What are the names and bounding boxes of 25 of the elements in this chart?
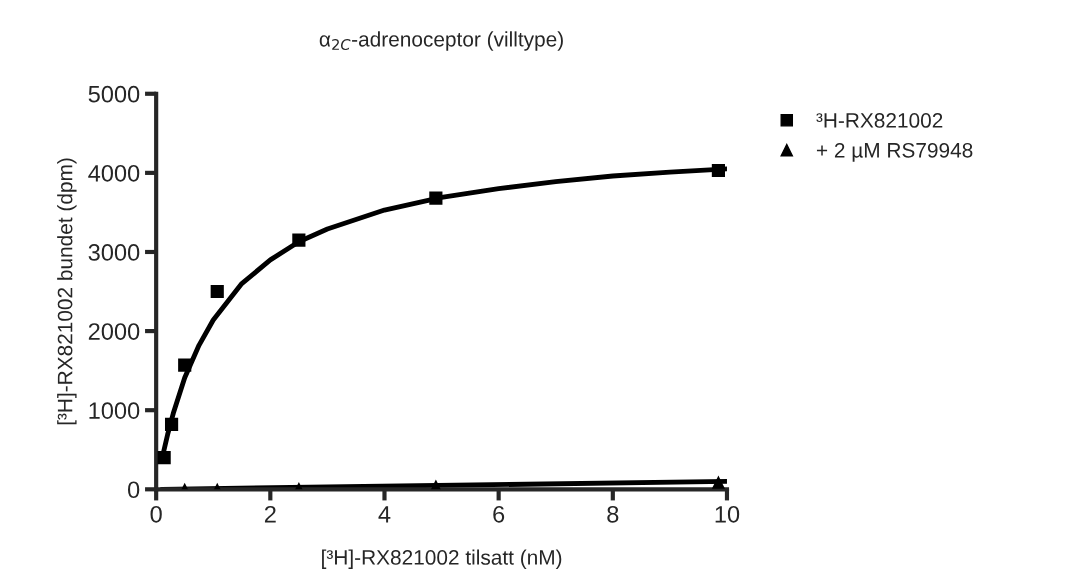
x-tick-label: 8 (607, 505, 619, 523)
y-axis-title: [³H]-RX821002 bundet (dpm) (57, 158, 77, 425)
chart-title: α$_{2C}$-adrenoceptor (villtype) (319, 31, 563, 51)
point (164, 417, 179, 432)
x-tick-label: 4 (378, 506, 391, 523)
y-tick-label: 1000 (89, 402, 140, 419)
x-tick-label: 10 (715, 505, 740, 523)
y-tick-label: 3000 (88, 244, 140, 261)
point (429, 191, 443, 205)
x-tick-label: 6 (493, 505, 505, 523)
point (157, 451, 171, 465)
y-tick-label: 0 (127, 481, 140, 499)
point (210, 284, 224, 299)
x-axis-title: [³H]-RX821002 tilsatt (nM) (322, 549, 562, 569)
x-tick-label: 0 (150, 505, 162, 523)
legend-label: + 2 µM RS79948 (816, 142, 973, 162)
point (711, 475, 725, 489)
point (711, 163, 725, 178)
y-tick-label: 5000 (88, 85, 140, 103)
legend-label: ³H-RX821002 (816, 113, 943, 128)
x-tick-label: 2 (264, 505, 276, 523)
y-tick-label: 4000 (88, 164, 140, 182)
point (292, 233, 306, 247)
point (178, 358, 192, 372)
y-tick-label: 2000 (88, 323, 140, 340)
